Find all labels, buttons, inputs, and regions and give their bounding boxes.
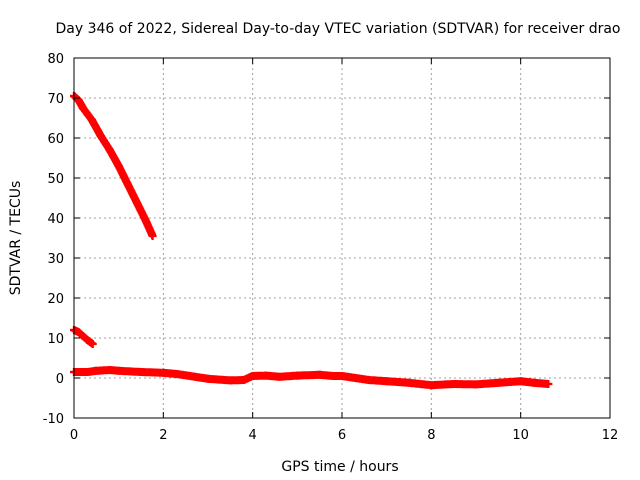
- data-point: [74, 328, 83, 336]
- data-point: [382, 377, 391, 386]
- data-point: [351, 374, 360, 382]
- data-point: [88, 340, 97, 348]
- data-point: [96, 132, 105, 140]
- y-tick-label: 40: [47, 212, 64, 227]
- data-point: [141, 216, 150, 224]
- x-tick-label: 0: [70, 428, 78, 443]
- data-point: [159, 368, 168, 377]
- data-point: [293, 371, 302, 380]
- chart-title: Day 346 of 2022, Sidereal Day-to-day VTE…: [55, 21, 620, 37]
- data-point: [87, 116, 96, 124]
- data-point: [172, 370, 181, 378]
- y-tick-label: 20: [47, 292, 64, 307]
- data-point: [148, 232, 157, 240]
- data-point: [137, 368, 145, 376]
- data-point: [226, 376, 235, 385]
- data-point: [405, 378, 413, 387]
- data-point: [74, 96, 83, 104]
- y-tick-label: 30: [47, 252, 64, 267]
- data-point: [262, 371, 271, 380]
- axis-ticks: 0 2 4 6 8 10 12 -10 0 10 20 30 40 50 60 70 80: [43, 52, 619, 443]
- data-point: [275, 372, 284, 381]
- data-point: [132, 198, 141, 206]
- x-tick-label: 2: [159, 428, 167, 443]
- data-point: [338, 372, 346, 380]
- data-point: [544, 380, 553, 388]
- series-track: [70, 92, 157, 239]
- y-tick-label: 60: [47, 132, 64, 147]
- x-axis-label: GPS time / hours: [281, 459, 398, 475]
- y-tick-label: -10: [43, 412, 64, 427]
- data-point: [315, 370, 324, 379]
- data-point: [78, 332, 87, 340]
- data-series-1: [70, 92, 157, 240]
- x-tick-label: 4: [249, 428, 257, 443]
- data-point: [92, 366, 101, 375]
- data-point: [516, 377, 525, 386]
- data-point: [248, 372, 257, 380]
- data-point: [105, 146, 114, 154]
- data-point: [530, 378, 539, 387]
- x-tick-label: 12: [602, 428, 619, 443]
- data-point: [427, 381, 436, 390]
- y-tick-label: 0: [56, 372, 64, 387]
- data-point: [114, 366, 123, 375]
- grid-lines: [74, 58, 610, 418]
- data-point: [494, 378, 503, 387]
- data-point: [449, 380, 458, 388]
- x-tick-label: 8: [427, 428, 435, 443]
- data-point: [114, 162, 123, 170]
- y-axis-label: SDTVAR / TECUs: [8, 181, 24, 296]
- data-point: [186, 372, 195, 380]
- data-point: [239, 376, 248, 384]
- data-series-2: [70, 326, 97, 348]
- data-point: [364, 376, 373, 384]
- data-point: [123, 180, 132, 188]
- y-tick-label: 70: [47, 92, 64, 107]
- data-point: [83, 368, 92, 376]
- data-point: [329, 372, 338, 380]
- y-tick-label: 80: [47, 52, 64, 67]
- data-point: [105, 366, 114, 374]
- x-tick-label: 6: [338, 428, 346, 443]
- y-tick-label: 10: [47, 332, 64, 347]
- data-point: [78, 104, 87, 112]
- x-tick-label: 10: [512, 428, 529, 443]
- data-point: [204, 374, 212, 383]
- data-points: [70, 92, 553, 390]
- data-point: [83, 336, 92, 344]
- y-tick-label: 50: [47, 172, 64, 187]
- data-point: [472, 380, 480, 389]
